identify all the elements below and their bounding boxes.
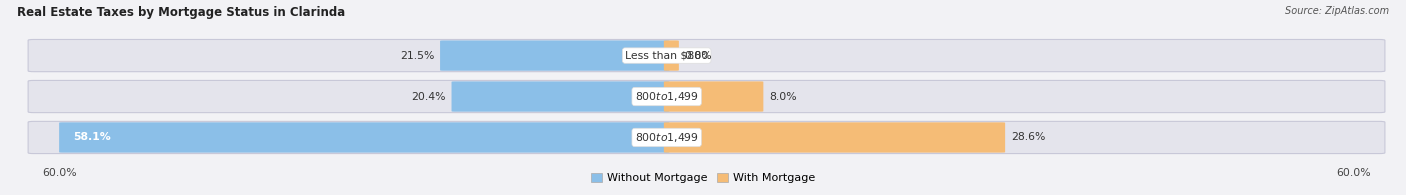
FancyBboxPatch shape [28,39,1385,72]
Text: 58.1%: 58.1% [73,132,111,143]
FancyBboxPatch shape [664,81,763,112]
Text: 21.5%: 21.5% [401,51,434,61]
Text: $800 to $1,499: $800 to $1,499 [634,131,699,144]
Text: 8.0%: 8.0% [769,91,797,102]
Text: $800 to $1,499: $800 to $1,499 [634,90,699,103]
Text: 60.0%: 60.0% [1336,168,1371,178]
FancyBboxPatch shape [28,80,1385,113]
Text: Less than $800: Less than $800 [626,51,709,61]
FancyBboxPatch shape [664,122,1005,153]
FancyBboxPatch shape [440,40,669,71]
Legend: Without Mortgage, With Mortgage: Without Mortgage, With Mortgage [586,168,820,188]
FancyBboxPatch shape [28,121,1385,154]
Text: 0.8%: 0.8% [685,51,711,61]
Text: Real Estate Taxes by Mortgage Status in Clarinda: Real Estate Taxes by Mortgage Status in … [17,6,344,19]
Text: 28.6%: 28.6% [1011,132,1045,143]
FancyBboxPatch shape [59,122,669,153]
FancyBboxPatch shape [451,81,669,112]
Text: 20.4%: 20.4% [412,91,446,102]
Text: 60.0%: 60.0% [42,168,77,178]
FancyBboxPatch shape [664,40,679,71]
Text: Source: ZipAtlas.com: Source: ZipAtlas.com [1285,6,1389,16]
